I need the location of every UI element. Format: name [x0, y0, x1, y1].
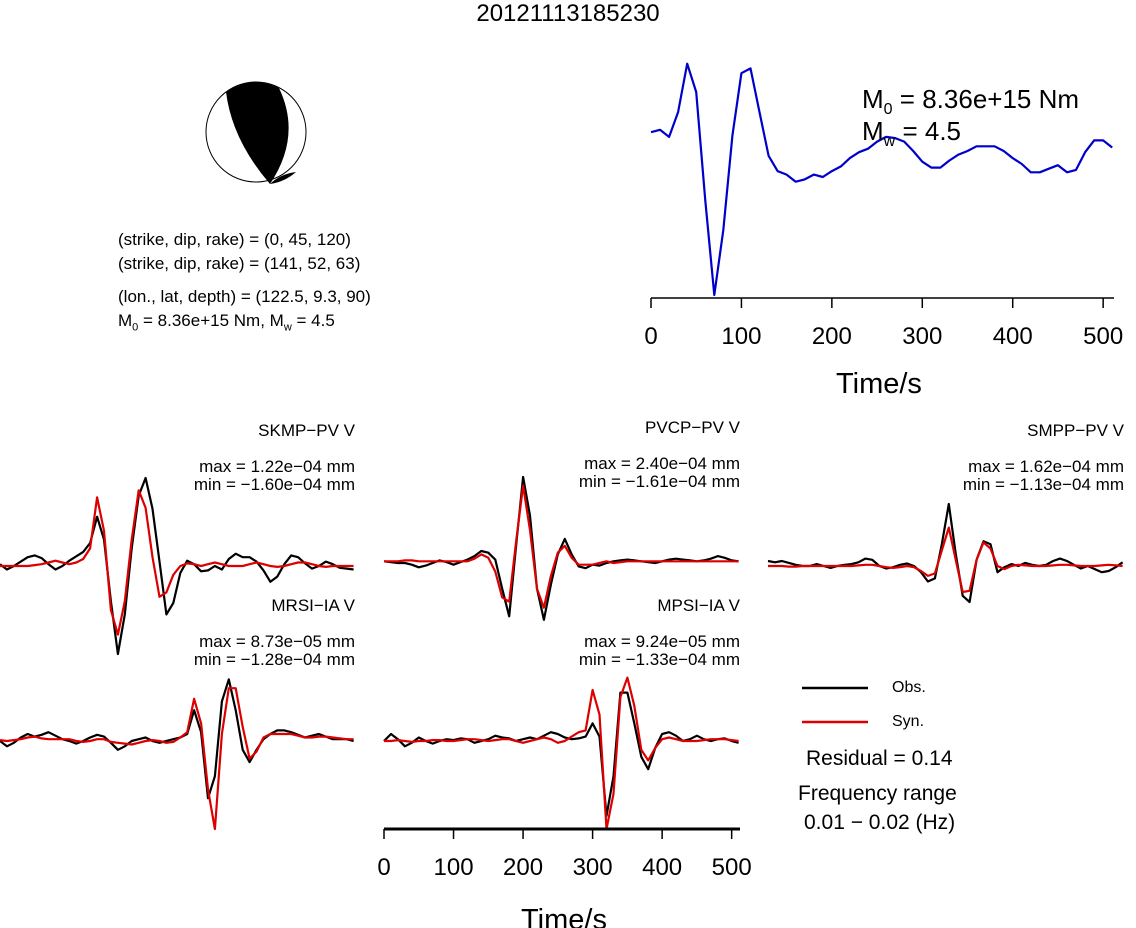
- amplitude-max-label: max = 1.62e−04 mm: [968, 457, 1124, 476]
- synthetic-trace: [0, 489, 354, 636]
- stf-magnitude-label: Mw = 4.5: [862, 116, 962, 151]
- legend-syn-label: Syn.: [892, 713, 925, 730]
- amplitude-max-label: max = 9.24e−05 mm: [584, 632, 740, 651]
- amplitude-max-label: max = 2.40e−04 mm: [584, 454, 740, 473]
- synthetic-trace: [768, 526, 1123, 594]
- station-label: SKMP−PV V: [258, 421, 356, 440]
- focal-strike-dip-rake-2: (strike, dip, rake) = (141, 52, 63): [118, 254, 361, 273]
- waveform-x-tick-label: 200: [503, 854, 543, 881]
- synthetic-trace: [0, 687, 354, 831]
- page-title: 20121113185230: [476, 0, 660, 27]
- observed-trace: [767, 502, 1124, 604]
- waveform-x-tick-label: 500: [712, 854, 752, 881]
- observed-trace: [383, 691, 739, 817]
- synthetic-trace: [384, 676, 739, 831]
- station-label: MRSI−IA V: [271, 596, 355, 615]
- focal-moment: M0 = 8.36e+15 Nm, Mw = 4.5: [118, 311, 335, 334]
- amplitude-min-label: min = −1.33e−04 mm: [579, 650, 740, 669]
- legend-lines: [802, 686, 868, 724]
- amplitude-min-label: min = −1.61e−04 mm: [579, 472, 740, 491]
- stf-x-tick-label: 500: [1083, 323, 1123, 350]
- station-label: MPSI−IA V: [657, 596, 740, 615]
- stf-x-tick-label: 100: [721, 323, 761, 350]
- source-time-function-plot: 0 100 200 300 400 500: [644, 62, 1123, 350]
- station-label: SMPP−PV V: [1027, 421, 1125, 440]
- synthetic-trace: [384, 484, 739, 609]
- residual-label: Residual = 0.14: [806, 747, 953, 770]
- waveform-x-tick-label: 300: [573, 854, 613, 881]
- amplitude-min-label: min = −1.60e−04 mm: [194, 475, 355, 494]
- waveform-x-tick-label: 100: [434, 854, 474, 881]
- stf-curve: [650, 62, 1113, 297]
- stf-x-tick-label: 0: [644, 323, 657, 350]
- legend-obs-label: Obs.: [892, 679, 926, 696]
- frequency-range-value: 0.01 − 0.02 (Hz): [804, 811, 956, 834]
- focal-strike-dip-rake-1: (strike, dip, rake) = (0, 45, 120): [118, 230, 351, 249]
- stf-x-axis-label: Time/s: [836, 368, 922, 400]
- waveform-x-axis-label: Time/s: [521, 904, 607, 928]
- frequency-range-label: Frequency range: [798, 782, 957, 805]
- amplitude-min-label: min = −1.28e−04 mm: [194, 650, 355, 669]
- focal-mechanism-beachball: [205, 81, 307, 184]
- observed-trace: [0, 678, 354, 800]
- focal-location: (lon., lat, depth) = (122.5, 9.3, 90): [118, 287, 371, 306]
- stf-moment-label: M0 = 8.36e+15 Nm: [862, 84, 1080, 119]
- station-label: PVCP−PV V: [645, 418, 741, 437]
- stf-x-tick-label: 300: [902, 323, 942, 350]
- observed-trace: [0, 476, 354, 656]
- stf-x-tick-label: 400: [993, 323, 1033, 350]
- amplitude-max-label: max = 1.22e−04 mm: [199, 457, 355, 476]
- stf-x-tick-label: 200: [812, 323, 852, 350]
- amplitude-max-label: max = 8.73e−05 mm: [199, 632, 355, 651]
- waveform-x-tick-label: 400: [642, 854, 682, 881]
- waveform-x-tick-label: 0: [377, 854, 390, 881]
- amplitude-min-label: min = −1.13e−04 mm: [963, 475, 1124, 494]
